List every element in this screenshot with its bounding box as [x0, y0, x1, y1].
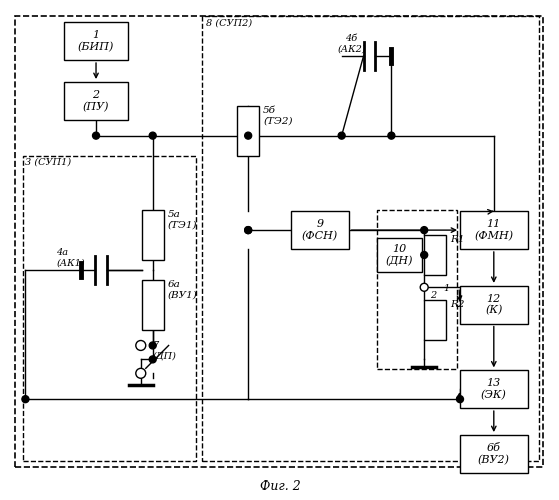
Circle shape — [149, 132, 156, 139]
Text: 9
(ФСН): 9 (ФСН) — [302, 219, 338, 241]
Circle shape — [457, 396, 463, 402]
Text: 1
(БИП): 1 (БИП) — [78, 30, 114, 52]
Bar — [291, 211, 349, 249]
Circle shape — [421, 226, 428, 234]
Text: 11
(ФМН): 11 (ФМН) — [474, 219, 513, 241]
Circle shape — [93, 132, 100, 139]
Bar — [377, 238, 421, 272]
Text: R2: R2 — [450, 300, 465, 308]
Bar — [142, 280, 164, 330]
Bar — [460, 286, 528, 324]
Bar — [237, 106, 259, 156]
Bar — [202, 16, 538, 461]
Text: Фиг. 2: Фиг. 2 — [259, 480, 300, 493]
Text: 13
(ЭК): 13 (ЭК) — [481, 378, 507, 400]
Bar — [460, 211, 528, 249]
Circle shape — [245, 132, 252, 139]
Circle shape — [245, 226, 252, 234]
Circle shape — [388, 132, 395, 139]
Bar — [460, 435, 528, 473]
Circle shape — [420, 284, 428, 292]
Bar — [64, 22, 129, 60]
Text: 1: 1 — [444, 284, 450, 293]
Circle shape — [136, 368, 146, 378]
Text: 4а
(АК1): 4а (АК1) — [56, 248, 85, 268]
Bar — [424, 235, 446, 275]
Bar — [424, 300, 446, 340]
Text: 5б
(ТЭ2): 5б (ТЭ2) — [263, 106, 292, 125]
Text: 2: 2 — [430, 292, 437, 300]
Text: 8 (СУП2): 8 (СУП2) — [206, 18, 253, 28]
Text: 3 (СУП1): 3 (СУП1) — [25, 158, 72, 166]
Bar — [64, 82, 129, 120]
Bar — [23, 156, 196, 461]
Circle shape — [149, 342, 156, 349]
Bar — [460, 370, 528, 408]
Circle shape — [245, 226, 252, 234]
Circle shape — [421, 252, 428, 258]
Text: 4б
(АК2): 4б (АК2) — [337, 34, 366, 54]
Text: R1: R1 — [450, 235, 465, 244]
Bar — [142, 210, 164, 260]
Text: 2
(ПУ): 2 (ПУ) — [83, 90, 109, 112]
Text: 6а
(ВУ1): 6а (ВУ1) — [168, 280, 197, 299]
Text: 6б
(ВУ2): 6б (ВУ2) — [478, 443, 510, 465]
Text: 12
(К): 12 (К) — [485, 294, 503, 316]
Circle shape — [22, 396, 29, 402]
Circle shape — [149, 356, 156, 363]
Text: 10
(ДН): 10 (ДН) — [386, 244, 413, 266]
Text: 5а
(ТЭ1): 5а (ТЭ1) — [168, 210, 197, 230]
Bar — [377, 210, 457, 370]
Circle shape — [338, 132, 345, 139]
Text: 7
(ДП): 7 (ДП) — [153, 342, 177, 361]
Circle shape — [136, 340, 146, 350]
